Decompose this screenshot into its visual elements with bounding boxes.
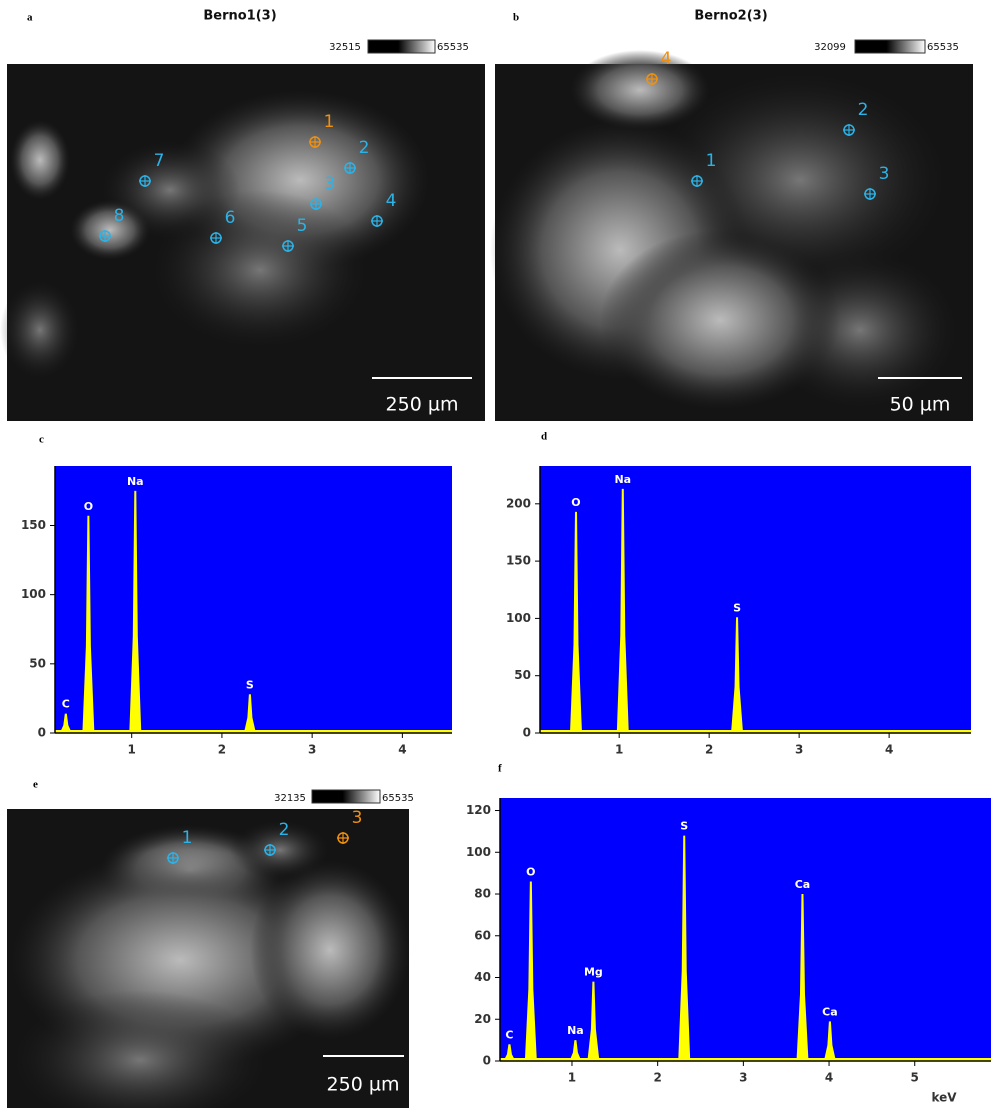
x-axis-label: keV xyxy=(931,1091,957,1105)
sem-texture xyxy=(10,120,70,200)
image-title: Berno2(3) xyxy=(694,9,767,24)
intensity-min: 32135 xyxy=(274,793,306,804)
x-tick-label: 3 xyxy=(739,1071,747,1085)
intensity-bar xyxy=(312,790,380,803)
peak-label: Na xyxy=(567,1024,584,1037)
x-tick-label: 3 xyxy=(308,743,316,757)
y-tick-label: 50 xyxy=(29,656,46,670)
peak-label: Na xyxy=(127,475,144,488)
intensity-max: 65535 xyxy=(437,42,469,53)
peak-label: C xyxy=(62,698,70,711)
analysis-point-label: 2 xyxy=(279,820,290,840)
analysis-point-label: 1 xyxy=(324,112,335,132)
peak-label: O xyxy=(571,496,580,509)
scale-bar-label: 250 µm xyxy=(386,394,459,416)
x-tick-label: 4 xyxy=(398,743,406,757)
y-tick-label: 20 xyxy=(474,1012,491,1026)
plot-area xyxy=(55,466,452,733)
panel-label: a xyxy=(27,12,33,24)
analysis-point-label: 2 xyxy=(359,138,370,158)
analysis-point-label: 3 xyxy=(352,808,363,828)
y-tick-label: 40 xyxy=(474,970,491,984)
analysis-point-label: 3 xyxy=(325,174,336,194)
y-tick-label: 80 xyxy=(474,887,491,901)
y-tick-label: 120 xyxy=(466,803,491,817)
plot-area xyxy=(540,466,971,733)
peak-label: Mg xyxy=(584,966,603,979)
x-tick-label: 5 xyxy=(911,1071,919,1085)
y-tick-label: 100 xyxy=(506,611,531,625)
intensity-min: 32099 xyxy=(814,42,846,53)
x-tick-label: 1 xyxy=(128,743,136,757)
y-tick-label: 150 xyxy=(21,518,46,532)
sem-texture xyxy=(70,200,150,260)
x-tick-label: 4 xyxy=(885,743,893,757)
y-tick-label: 200 xyxy=(506,496,531,510)
analysis-point-label: 4 xyxy=(386,191,397,211)
peak-label: Ca xyxy=(822,1005,838,1018)
x-tick-label: 1 xyxy=(615,743,623,757)
x-tick-label: 1 xyxy=(568,1071,576,1085)
analysis-point-label: 8 xyxy=(114,206,125,226)
x-tick-label: 4 xyxy=(825,1071,833,1085)
y-tick-label: 100 xyxy=(21,587,46,601)
y-tick-label: 0 xyxy=(523,726,531,740)
panel-label: e xyxy=(33,779,38,791)
analysis-point-label: 7 xyxy=(154,151,165,171)
y-tick-label: 60 xyxy=(474,928,491,942)
image-title: Berno1(3) xyxy=(203,9,276,24)
intensity-bar xyxy=(368,40,435,53)
analysis-point-label: 6 xyxy=(225,208,236,228)
peak-label: S xyxy=(733,601,741,614)
intensity-max: 65535 xyxy=(382,793,414,804)
y-tick-label: 100 xyxy=(466,845,491,859)
peak-label: Ca xyxy=(795,878,811,891)
sem-texture xyxy=(150,190,370,350)
analysis-point-label: 1 xyxy=(182,828,193,848)
intensity-bar xyxy=(855,40,925,53)
peak-label: Na xyxy=(614,473,631,486)
peak-label: O xyxy=(526,865,535,878)
scale-bar-label: 250 µm xyxy=(327,1074,400,1096)
intensity-min: 32515 xyxy=(329,42,361,53)
y-tick-label: 50 xyxy=(514,668,531,682)
panel-label: d xyxy=(541,431,547,443)
panel-label: f xyxy=(498,763,502,775)
panel-label: b xyxy=(513,12,519,24)
analysis-point-label: 1 xyxy=(706,151,717,171)
analysis-point-label: 5 xyxy=(297,216,308,236)
y-tick-label: 150 xyxy=(506,554,531,568)
sem-texture xyxy=(250,860,410,1040)
y-tick-label: 0 xyxy=(483,1054,491,1068)
x-tick-label: 3 xyxy=(795,743,803,757)
peak-label: C xyxy=(505,1028,513,1041)
analysis-point-label: 4 xyxy=(661,49,672,69)
peak-label: S xyxy=(246,678,254,691)
figure: aBerno1(3)3251565535250 µm12345678bBerno… xyxy=(0,0,991,1108)
plot-area xyxy=(500,798,991,1061)
x-tick-label: 2 xyxy=(653,1071,661,1085)
x-tick-label: 2 xyxy=(218,743,226,757)
sem-texture xyxy=(600,230,840,410)
scale-bar-label: 50 µm xyxy=(890,394,951,416)
analysis-point-label: 2 xyxy=(858,100,869,120)
panel-label: c xyxy=(39,434,44,446)
intensity-max: 65535 xyxy=(927,42,959,53)
y-tick-label: 0 xyxy=(38,726,46,740)
peak-label: S xyxy=(680,820,688,833)
sem-texture xyxy=(0,280,80,380)
peak-label: O xyxy=(84,500,93,513)
x-tick-label: 2 xyxy=(705,743,713,757)
analysis-point-label: 3 xyxy=(879,164,890,184)
